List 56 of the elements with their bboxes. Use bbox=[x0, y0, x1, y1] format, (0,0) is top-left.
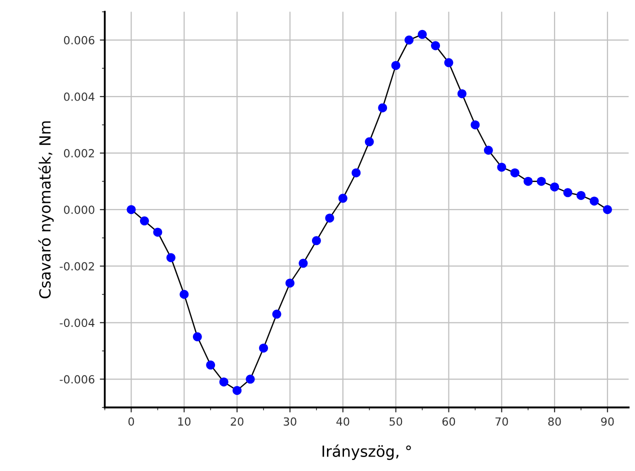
point bbox=[431, 41, 440, 50]
point bbox=[510, 168, 520, 178]
point bbox=[352, 168, 361, 178]
x-tick-label: 70 bbox=[495, 417, 508, 426]
point bbox=[272, 310, 282, 319]
point bbox=[246, 374, 255, 384]
point bbox=[180, 290, 189, 299]
point bbox=[524, 176, 533, 186]
point bbox=[219, 377, 228, 386]
x-tick-label: 80 bbox=[548, 417, 561, 426]
point bbox=[259, 344, 268, 353]
y-axis-title: Csavaró nyomaték, Nm bbox=[38, 121, 54, 298]
y-tick-label: 0.000 bbox=[64, 206, 94, 214]
point bbox=[602, 205, 612, 214]
point bbox=[166, 253, 176, 262]
point bbox=[364, 137, 374, 146]
point bbox=[404, 36, 414, 45]
point bbox=[192, 332, 202, 342]
point bbox=[232, 386, 242, 395]
point bbox=[391, 60, 400, 70]
point bbox=[497, 162, 506, 172]
point bbox=[378, 103, 388, 112]
point bbox=[126, 205, 136, 214]
x-tick-label: 20 bbox=[230, 417, 244, 426]
y-tick-label: 0.002 bbox=[64, 149, 94, 158]
point bbox=[418, 30, 427, 39]
y-tick-label: 0.006 bbox=[64, 36, 94, 44]
point bbox=[140, 216, 149, 226]
point bbox=[285, 278, 294, 288]
point bbox=[457, 89, 466, 98]
point bbox=[444, 58, 454, 68]
x-tick-label: 90 bbox=[601, 417, 614, 426]
x-tick-label: 60 bbox=[442, 417, 456, 426]
point bbox=[312, 236, 321, 246]
point bbox=[590, 196, 599, 206]
point bbox=[338, 194, 348, 203]
y-tick-label: -0.002 bbox=[60, 262, 94, 270]
point bbox=[563, 188, 572, 198]
point bbox=[206, 360, 216, 370]
y-tick-label: 0.004 bbox=[64, 92, 94, 101]
x-tick-label: 40 bbox=[336, 417, 350, 426]
point bbox=[550, 182, 560, 192]
point bbox=[484, 146, 493, 155]
point bbox=[325, 214, 334, 223]
y-tick-label: -0.004 bbox=[60, 318, 94, 328]
x-tick-label: 10 bbox=[178, 417, 190, 426]
point bbox=[576, 190, 586, 200]
point bbox=[470, 120, 480, 130]
x-tick-label: 50 bbox=[390, 417, 402, 426]
x-tick-label: 0 bbox=[128, 417, 134, 426]
point bbox=[153, 228, 162, 237]
x-tick-label: 30 bbox=[284, 417, 296, 426]
x-axis-title: Irányszög, ° bbox=[322, 444, 411, 460]
point bbox=[298, 258, 308, 268]
y-tick-label: -0.006 bbox=[60, 375, 94, 384]
point bbox=[536, 176, 546, 186]
